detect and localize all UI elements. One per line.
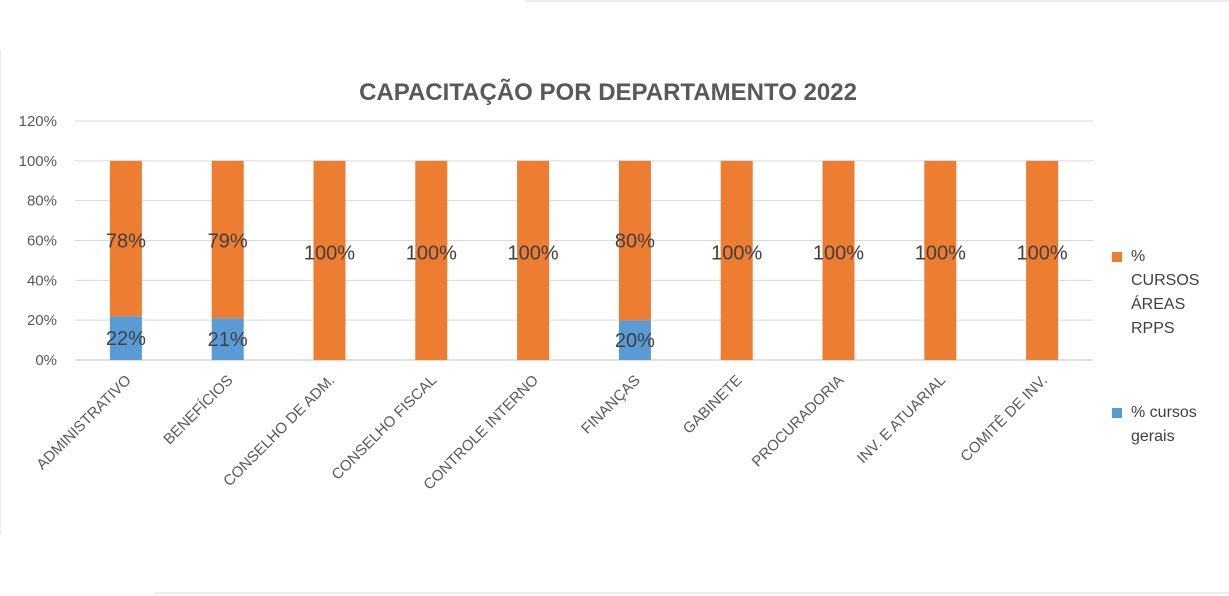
y-tick-label: 100% (19, 153, 57, 170)
y-tick-label: 80% (27, 193, 57, 210)
bar-segment-cursos-areas-rpps (211, 160, 244, 319)
data-label: 100% (508, 242, 559, 264)
y-tick-label: 0% (35, 352, 57, 369)
data-label: 100% (304, 242, 355, 264)
bar-segment-cursos-areas-rpps (517, 160, 550, 360)
bar-segment-cursos-gerais (211, 318, 244, 360)
y-tick-label: 40% (27, 272, 57, 289)
x-tick-label: ADMINISTRATIVO (33, 372, 134, 473)
data-label: 100% (813, 242, 864, 264)
legend-swatch (1112, 252, 1122, 262)
bar-segment-cursos-areas-rpps (313, 160, 346, 360)
data-label: 100% (406, 242, 457, 264)
x-tick-label: CONSELHO FISCAL (328, 372, 440, 484)
data-label: 22% (106, 328, 146, 350)
bar-segment-cursos-areas-rpps (924, 160, 957, 360)
legend: % CURSOS ÁREAS RPPS % cursos gerais (1112, 248, 1199, 445)
data-label: 100% (711, 242, 762, 264)
x-tick-label: INV. E ATUARIAL (854, 372, 949, 467)
bar-segment-cursos-areas-rpps (618, 160, 651, 321)
x-tick-label: FINANÇAS (578, 372, 644, 438)
x-tick-label: GABINETE (680, 372, 746, 438)
bar-segment-cursos-gerais (109, 316, 142, 360)
y-tick-label: 120% (19, 113, 57, 130)
x-tick-label: CONSELHO DE ADM. (220, 372, 338, 490)
legend-label: % cursos (1131, 404, 1197, 421)
data-label: 20% (615, 330, 655, 352)
data-label: 79% (208, 231, 248, 253)
bar-segment-cursos-areas-rpps (822, 160, 855, 360)
bar-segment-cursos-areas-rpps (1026, 160, 1059, 360)
data-label: 21% (208, 329, 248, 351)
x-tick-label: CONTROLE INTERNO (420, 372, 542, 494)
y-tick-label: 60% (27, 233, 57, 250)
bars (109, 160, 1059, 360)
legend-label: ÁREAS (1131, 294, 1185, 313)
bar-segment-cursos-areas-rpps (720, 160, 753, 360)
y-axis-ticks: 0% 20% 40% 60% 80% 100% 120% (19, 113, 57, 369)
bar-segment-cursos-areas-rpps (109, 160, 142, 317)
legend-label: gerais (1131, 428, 1175, 445)
bar-segment-cursos-areas-rpps (415, 160, 448, 360)
legend-swatch (1112, 408, 1122, 418)
bar-segment-cursos-gerais (618, 320, 651, 360)
x-tick-label: PROCURADORIA (749, 372, 848, 471)
x-tick-label: BENEFÍCIOS (160, 372, 236, 448)
data-labels: 22% 78% 21% 79% 100% 100% 100% 20% 80% 100% 100% 10… (106, 231, 1068, 353)
legend-label: CURSOS (1131, 272, 1199, 289)
data-label: 78% (106, 231, 146, 253)
chart-title: CAPACITAÇÃO POR DEPARTAMENTO 2022 (359, 78, 857, 106)
legend-label: % (1131, 248, 1145, 265)
legend-label: RPPS (1131, 320, 1175, 337)
gridlines (75, 120, 1093, 361)
data-label: 100% (1017, 242, 1068, 264)
data-label: 80% (615, 231, 655, 253)
x-tick-label: COMITÊ DE INV. (957, 372, 1051, 466)
y-tick-label: 20% (27, 312, 57, 329)
data-label: 100% (915, 242, 966, 264)
